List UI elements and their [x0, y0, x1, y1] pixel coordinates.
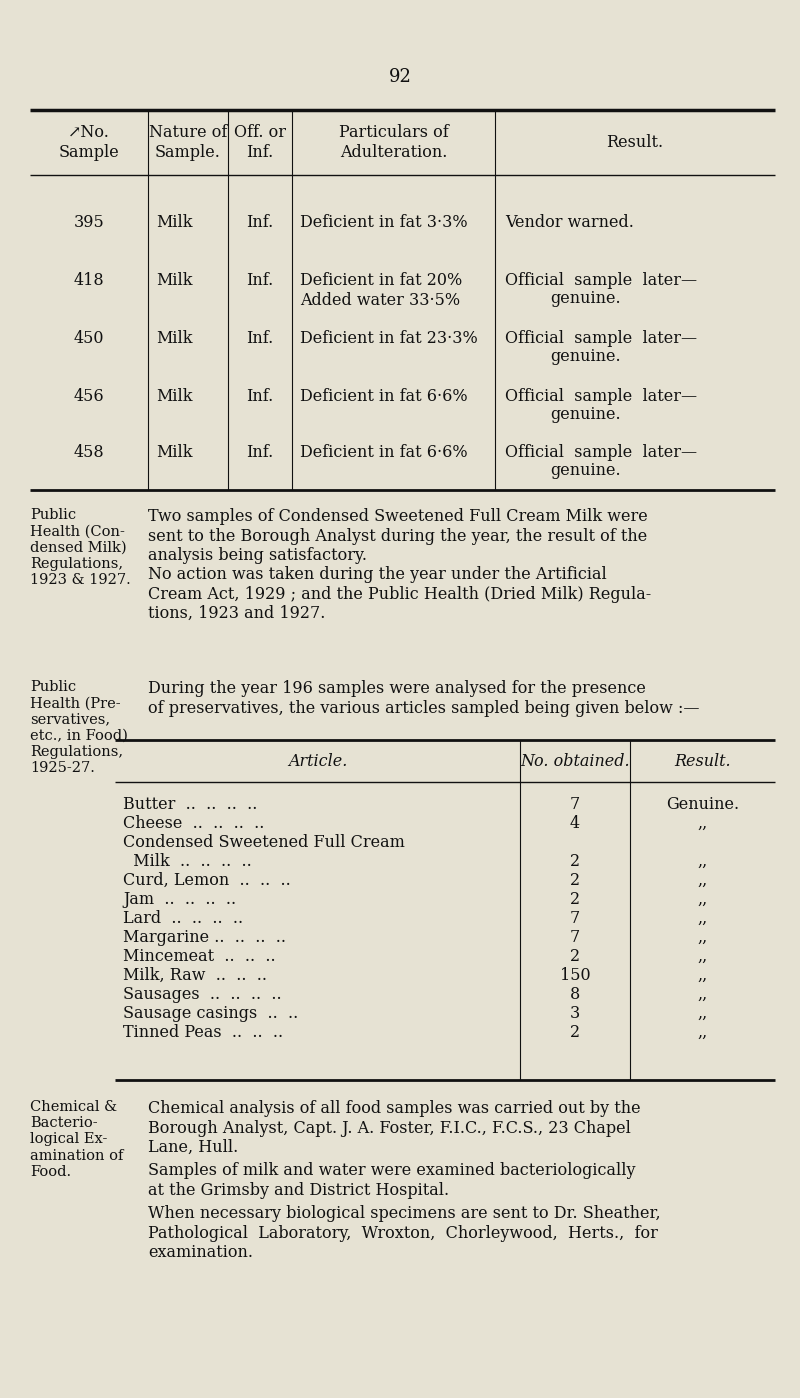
Text: genuine.: genuine.	[550, 405, 621, 424]
Text: Sausages  ..  ..  ..  ..: Sausages .. .. .. ..	[123, 986, 282, 1002]
Text: Deficient in fat 23·3%: Deficient in fat 23·3%	[300, 330, 478, 347]
Text: Cheese  ..  ..  ..  ..: Cheese .. .. .. ..	[123, 815, 264, 832]
Text: Sausage casings  ..  ..: Sausage casings .. ..	[123, 1005, 298, 1022]
Text: Two samples of Condensed Sweetened Full Cream Milk were
sent to the Borough Anal: Two samples of Condensed Sweetened Full …	[148, 507, 648, 565]
Text: 2: 2	[570, 872, 580, 889]
Text: ,,: ,,	[698, 910, 708, 927]
Text: 8: 8	[570, 986, 580, 1002]
Text: Inf.: Inf.	[246, 214, 274, 231]
Text: 395: 395	[74, 214, 104, 231]
Text: Milk: Milk	[156, 389, 193, 405]
Text: ,,: ,,	[698, 853, 708, 870]
Text: Deficient in fat 6·6%: Deficient in fat 6·6%	[300, 445, 468, 461]
Text: ,,: ,,	[698, 815, 708, 832]
Text: 2: 2	[570, 891, 580, 907]
Text: Particulars of
Adulteration.: Particulars of Adulteration.	[338, 124, 448, 161]
Text: Official  sample  later—: Official sample later—	[505, 330, 697, 347]
Text: Chemical analysis of all food samples was carried out by the
Borough Analyst, Ca: Chemical analysis of all food samples wa…	[148, 1100, 641, 1156]
Text: Curd, Lemon  ..  ..  ..: Curd, Lemon .. .. ..	[123, 872, 290, 889]
Text: Result.: Result.	[674, 752, 731, 769]
Text: 2: 2	[570, 948, 580, 965]
Text: Inf.: Inf.	[246, 389, 274, 405]
Text: Milk: Milk	[156, 330, 193, 347]
Text: ,,: ,,	[698, 1023, 708, 1042]
Text: 3: 3	[570, 1005, 580, 1022]
Text: 7: 7	[570, 795, 580, 814]
Text: Chemical &
Bacterio-
logical Ex-
amination of
Food.: Chemical & Bacterio- logical Ex- aminati…	[30, 1100, 123, 1179]
Text: Condensed Sweetened Full Cream: Condensed Sweetened Full Cream	[123, 835, 405, 851]
Text: Inf.: Inf.	[246, 445, 274, 461]
Text: Official  sample  later—: Official sample later—	[505, 273, 697, 289]
Text: 456: 456	[74, 389, 104, 405]
Text: ,,: ,,	[698, 1005, 708, 1022]
Text: ,,: ,,	[698, 891, 708, 907]
Text: Inf.: Inf.	[246, 273, 274, 289]
Text: Official  sample  later—: Official sample later—	[505, 445, 697, 461]
Text: Samples of milk and water were examined bacteriologically
at the Grimsby and Dis: Samples of milk and water were examined …	[148, 1162, 635, 1198]
Text: Deficient in fat 20%
Added water 33·5%: Deficient in fat 20% Added water 33·5%	[300, 273, 462, 309]
Text: During the year 196 samples were analysed for the presence
of preservatives, the: During the year 196 samples were analyse…	[148, 679, 699, 717]
Text: Jam  ..  ..  ..  ..: Jam .. .. .. ..	[123, 891, 236, 907]
Text: Vendor warned.: Vendor warned.	[505, 214, 634, 231]
Text: Deficient in fat 3·3%: Deficient in fat 3·3%	[300, 214, 468, 231]
Text: Public
Health (Con-
densed Milk)
Regulations,
1923 & 1927.: Public Health (Con- densed Milk) Regulat…	[30, 507, 130, 587]
Text: Off. or
Inf.: Off. or Inf.	[234, 124, 286, 161]
Text: 2: 2	[570, 1023, 580, 1042]
Text: Result.: Result.	[606, 134, 663, 151]
Text: genuine.: genuine.	[550, 289, 621, 308]
Text: Genuine.: Genuine.	[666, 795, 739, 814]
Text: Official  sample  later—: Official sample later—	[505, 389, 697, 405]
Text: ↗No.
Sample: ↗No. Sample	[58, 124, 119, 161]
Text: 4: 4	[570, 815, 580, 832]
Text: Milk: Milk	[156, 445, 193, 461]
Text: 92: 92	[389, 69, 411, 87]
Text: genuine.: genuine.	[550, 461, 621, 480]
Text: 2: 2	[570, 853, 580, 870]
Text: Tinned Peas  ..  ..  ..: Tinned Peas .. .. ..	[123, 1023, 283, 1042]
Text: ,,: ,,	[698, 930, 708, 946]
Text: No. obtained.: No. obtained.	[520, 752, 630, 769]
Text: Mincemeat  ..  ..  ..: Mincemeat .. .. ..	[123, 948, 276, 965]
Text: 7: 7	[570, 930, 580, 946]
Text: Article.: Article.	[288, 752, 347, 769]
Text: 450: 450	[74, 330, 104, 347]
Text: Milk: Milk	[156, 214, 193, 231]
Text: 7: 7	[570, 910, 580, 927]
Text: When necessary biological specimens are sent to Dr. Sheather,
Pathological  Labo: When necessary biological specimens are …	[148, 1205, 661, 1261]
Text: genuine.: genuine.	[550, 348, 621, 365]
Text: ,,: ,,	[698, 967, 708, 984]
Text: Public
Health (Pre-
servatives,
etc., in Food)
Regulations,
1925-27.: Public Health (Pre- servatives, etc., in…	[30, 679, 128, 774]
Text: Milk: Milk	[156, 273, 193, 289]
Text: Milk  ..  ..  ..  ..: Milk .. .. .. ..	[123, 853, 252, 870]
Text: Butter  ..  ..  ..  ..: Butter .. .. .. ..	[123, 795, 258, 814]
Text: Lard  ..  ..  ..  ..: Lard .. .. .. ..	[123, 910, 243, 927]
Text: No action was taken during the year under the Artificial
Cream Act, 1929 ; and t: No action was taken during the year unde…	[148, 566, 651, 622]
Text: 458: 458	[74, 445, 104, 461]
Text: ,,: ,,	[698, 872, 708, 889]
Text: ,,: ,,	[698, 986, 708, 1002]
Text: Nature of
Sample.: Nature of Sample.	[149, 124, 227, 161]
Text: 150: 150	[560, 967, 590, 984]
Text: 418: 418	[74, 273, 104, 289]
Text: Margarine ..  ..  ..  ..: Margarine .. .. .. ..	[123, 930, 286, 946]
Text: Deficient in fat 6·6%: Deficient in fat 6·6%	[300, 389, 468, 405]
Text: Milk, Raw  ..  ..  ..: Milk, Raw .. .. ..	[123, 967, 267, 984]
Text: Inf.: Inf.	[246, 330, 274, 347]
Text: ,,: ,,	[698, 948, 708, 965]
